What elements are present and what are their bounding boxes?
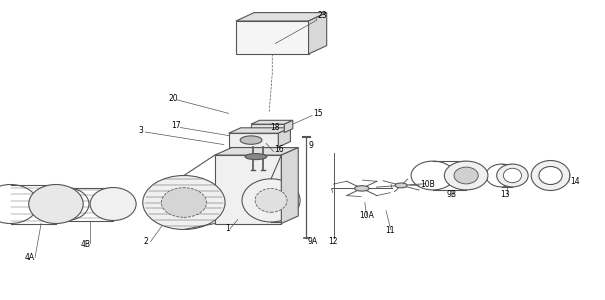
Ellipse shape bbox=[486, 164, 517, 187]
Text: 3: 3 bbox=[138, 126, 143, 135]
Ellipse shape bbox=[355, 186, 369, 191]
Polygon shape bbox=[278, 128, 290, 147]
Ellipse shape bbox=[242, 179, 300, 222]
Ellipse shape bbox=[454, 167, 478, 184]
Text: 12: 12 bbox=[329, 238, 338, 247]
Text: 13: 13 bbox=[500, 190, 509, 200]
Text: 9: 9 bbox=[309, 141, 313, 150]
Ellipse shape bbox=[395, 183, 407, 188]
Ellipse shape bbox=[444, 161, 488, 190]
Ellipse shape bbox=[162, 188, 206, 217]
Polygon shape bbox=[251, 120, 293, 124]
Ellipse shape bbox=[497, 164, 528, 187]
Polygon shape bbox=[251, 124, 284, 133]
Ellipse shape bbox=[503, 168, 522, 183]
Ellipse shape bbox=[411, 161, 455, 190]
Text: 10A: 10A bbox=[359, 212, 374, 220]
Text: 16: 16 bbox=[275, 146, 284, 154]
Text: 17: 17 bbox=[171, 122, 181, 130]
Text: 23: 23 bbox=[318, 11, 327, 20]
Ellipse shape bbox=[143, 176, 225, 230]
Polygon shape bbox=[284, 120, 293, 133]
Polygon shape bbox=[229, 133, 278, 147]
Text: 9A: 9A bbox=[307, 238, 318, 247]
Text: 20: 20 bbox=[168, 94, 178, 103]
Ellipse shape bbox=[255, 188, 287, 212]
Text: 2: 2 bbox=[143, 237, 148, 246]
Polygon shape bbox=[309, 13, 327, 54]
Text: 4A: 4A bbox=[24, 254, 34, 262]
Text: 14: 14 bbox=[570, 177, 580, 186]
Ellipse shape bbox=[43, 188, 89, 220]
Polygon shape bbox=[236, 21, 309, 54]
Text: 15: 15 bbox=[313, 109, 323, 118]
Polygon shape bbox=[215, 148, 298, 155]
Text: 9B: 9B bbox=[446, 190, 457, 200]
Polygon shape bbox=[229, 128, 290, 133]
Ellipse shape bbox=[245, 154, 267, 160]
Ellipse shape bbox=[539, 167, 562, 184]
Text: 10B: 10B bbox=[420, 180, 435, 189]
Polygon shape bbox=[281, 148, 298, 224]
Ellipse shape bbox=[240, 136, 262, 144]
Ellipse shape bbox=[29, 184, 83, 224]
Text: 11: 11 bbox=[385, 226, 394, 235]
Polygon shape bbox=[236, 13, 327, 21]
Ellipse shape bbox=[531, 160, 570, 190]
Text: 1: 1 bbox=[225, 224, 230, 233]
Polygon shape bbox=[215, 155, 281, 224]
Text: 18: 18 bbox=[270, 123, 280, 132]
Ellipse shape bbox=[0, 184, 38, 224]
Text: 4B: 4B bbox=[80, 240, 91, 249]
Ellipse shape bbox=[90, 188, 136, 220]
